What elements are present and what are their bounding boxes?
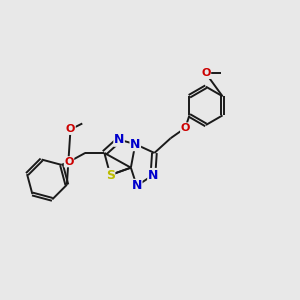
Text: N: N xyxy=(132,179,142,192)
Text: S: S xyxy=(106,169,115,182)
Text: N: N xyxy=(130,138,140,151)
Text: O: O xyxy=(201,68,211,78)
Text: O: O xyxy=(64,157,74,167)
Text: N: N xyxy=(114,133,124,146)
Text: O: O xyxy=(181,123,190,133)
Text: O: O xyxy=(66,124,75,134)
Text: N: N xyxy=(148,169,158,182)
